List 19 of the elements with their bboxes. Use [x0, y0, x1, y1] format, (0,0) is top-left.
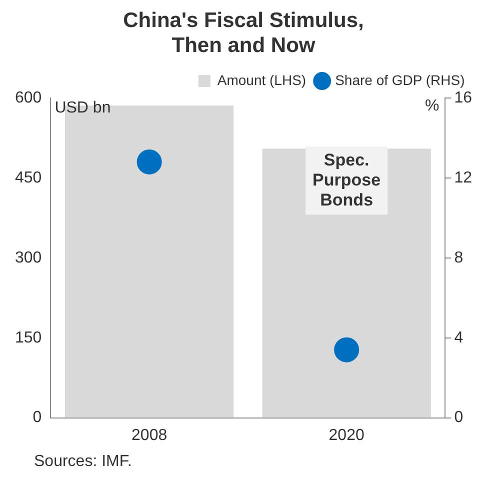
y2-tick-label: 16 [454, 89, 472, 106]
y-tick-label: 0 [32, 409, 42, 426]
legend-label: Share of GDP (RHS) [335, 72, 465, 88]
y2-tick-label: 8 [454, 249, 464, 266]
y2-axis-title: % [424, 97, 440, 114]
y2-tick-label: 12 [454, 169, 472, 186]
y-tick-label: 300 [14, 249, 42, 266]
x-tick-label: 2008 [132, 426, 168, 444]
y-tick-label: 600 [14, 89, 42, 106]
chart-title: China's Fiscal Stimulus, Then and Now [122, 8, 365, 58]
y2-tick-label: 0 [454, 409, 464, 426]
y-tick-label: 150 [14, 329, 42, 346]
annotation: Spec. Purpose Bonds [312, 150, 381, 210]
y-tick-label: 450 [14, 169, 42, 186]
source-note: Sources: IMF. [33, 453, 133, 471]
x-tick-label: 2020 [328, 426, 364, 444]
y-axis-title: USD bn [54, 99, 111, 116]
y2-tick-label: 4 [454, 329, 464, 346]
legend-label: Amount (LHS) [217, 72, 306, 88]
